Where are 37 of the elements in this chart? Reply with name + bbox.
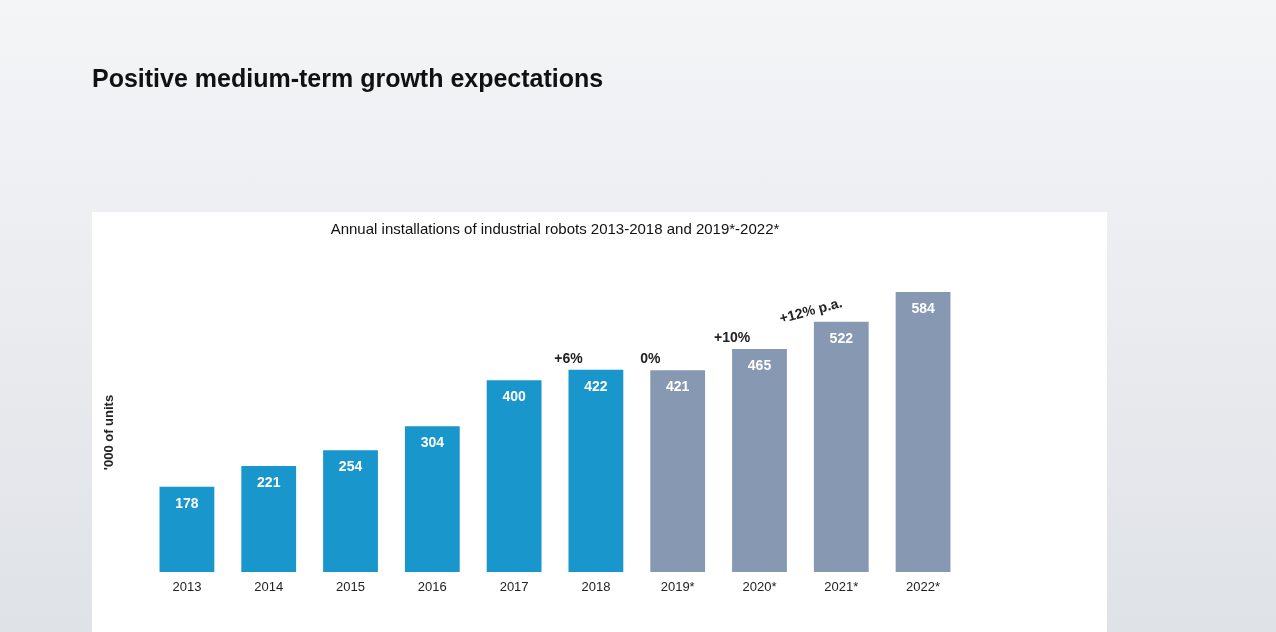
chart-subtitle: Annual installations of industrial robots 2013-2018 and 2019*-2022* bbox=[330, 220, 780, 237]
x-tick-label: 2018 bbox=[581, 578, 611, 594]
x-tick-label: 2022* bbox=[906, 578, 941, 594]
data-label: 465 bbox=[747, 357, 772, 374]
bar bbox=[323, 450, 378, 572]
data-label: 304 bbox=[420, 434, 445, 451]
annotation: +10% bbox=[713, 329, 751, 346]
bar bbox=[568, 369, 624, 572]
annotation: +12% p.a. bbox=[777, 294, 844, 327]
data-label: 400 bbox=[502, 388, 526, 405]
y-axis-title: '000 of units bbox=[100, 394, 116, 471]
annotation: 0% bbox=[640, 350, 661, 367]
data-label: 221 bbox=[257, 474, 281, 491]
x-tick-label: 2020* bbox=[742, 578, 777, 594]
data-label: 254 bbox=[338, 458, 363, 475]
bar bbox=[486, 380, 542, 572]
bar bbox=[732, 349, 787, 572]
x-tick-label: 2016 bbox=[417, 578, 447, 594]
bar bbox=[241, 466, 297, 572]
data-label: 421 bbox=[666, 378, 690, 395]
data-label: 422 bbox=[584, 377, 608, 394]
x-tick-label: 2013 bbox=[172, 578, 202, 594]
bar bbox=[159, 486, 215, 572]
data-label: 522 bbox=[829, 329, 854, 346]
bar bbox=[404, 426, 460, 572]
bar bbox=[895, 292, 951, 572]
annotation: +6% bbox=[554, 349, 584, 366]
bar bbox=[813, 321, 869, 572]
data-label: 178 bbox=[175, 494, 199, 511]
bar bbox=[650, 370, 706, 572]
data-label: 584 bbox=[911, 300, 935, 316]
x-tick-label: 2021* bbox=[824, 578, 859, 594]
chart-title: Positive medium-term growth expectations bbox=[92, 64, 604, 93]
x-tick-label: 2015 bbox=[336, 578, 365, 594]
x-tick-label: 2019* bbox=[660, 578, 695, 594]
x-tick-label: 2014 bbox=[254, 578, 284, 594]
x-tick-label: 2017 bbox=[499, 578, 529, 594]
